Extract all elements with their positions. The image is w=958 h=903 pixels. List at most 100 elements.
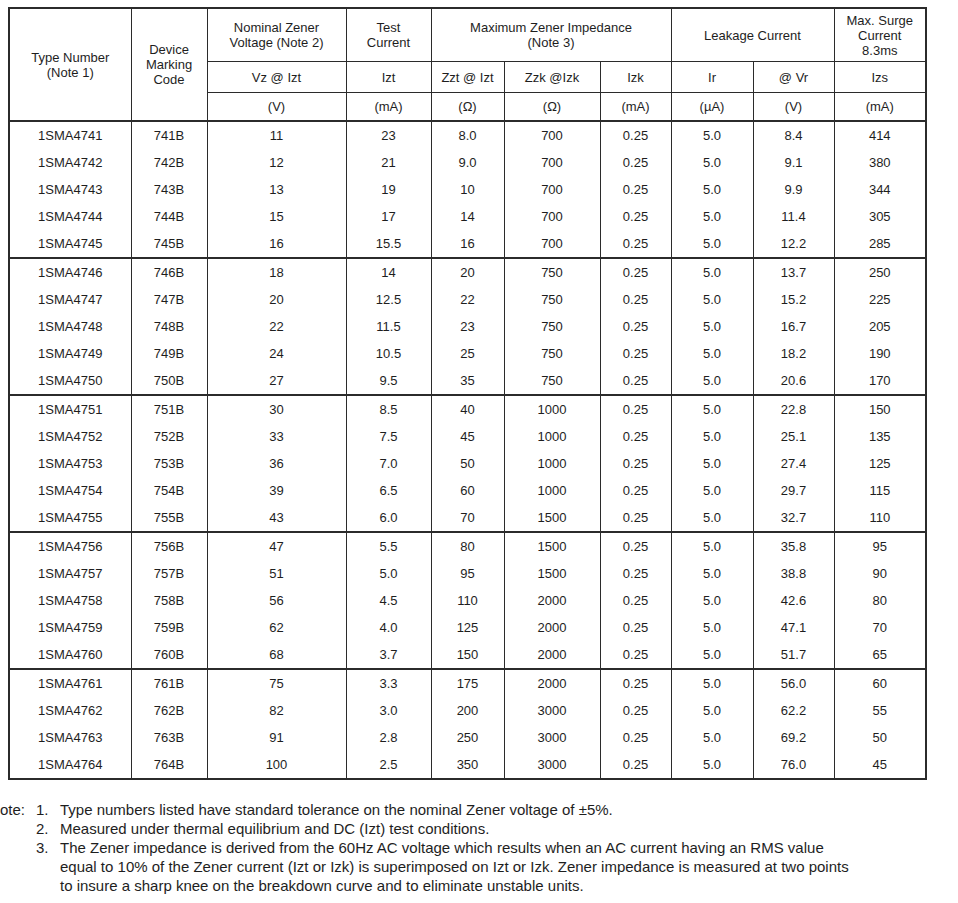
cell-ir: 5.0 — [671, 477, 753, 504]
cell-vz-at-izt: 22 — [207, 313, 346, 340]
table-row: 1SMA4755755B436.07015000.255.032.7110 — [9, 504, 926, 532]
cell-device-marking-code: 748B — [131, 313, 207, 340]
cell-izk: 0.25 — [600, 587, 671, 614]
cell-at-vr: 25.1 — [753, 423, 834, 450]
cell-zzk-at-izk: 750 — [504, 286, 600, 313]
cell-type-number: 1SMA4750 — [9, 367, 131, 395]
cell-type-number: 1SMA4756 — [9, 532, 131, 560]
cell-izt: 2.8 — [346, 724, 431, 751]
cell-izs: 225 — [834, 286, 926, 313]
unit-izk: (mA) — [600, 93, 671, 122]
cell-type-number: 1SMA4764 — [9, 751, 131, 779]
cell-zzt-at-izt: 110 — [431, 587, 504, 614]
cell-ir: 5.0 — [671, 751, 753, 779]
cell-device-marking-code: 762B — [131, 697, 207, 724]
cell-izk: 0.25 — [600, 641, 671, 669]
table-row: 1SMA4758758B564.511020000.255.042.680 — [9, 587, 926, 614]
table-row: 1SMA4754754B396.56010000.255.029.7115 — [9, 477, 926, 504]
cell-zzk-at-izk: 3000 — [504, 697, 600, 724]
cell-izs: 190 — [834, 340, 926, 367]
cell-type-number: 1SMA4753 — [9, 450, 131, 477]
cell-ir: 5.0 — [671, 395, 753, 423]
cell-vz-at-izt: 82 — [207, 697, 346, 724]
cell-ir: 5.0 — [671, 176, 753, 203]
cell-device-marking-code: 754B — [131, 477, 207, 504]
cell-vz-at-izt: 51 — [207, 560, 346, 587]
table-row: 1SMA4744744B1517147000.255.011.4305 — [9, 203, 926, 230]
cell-izs: 135 — [834, 423, 926, 450]
cell-vz-at-izt: 16 — [207, 230, 346, 258]
cell-vz-at-izt: 62 — [207, 614, 346, 641]
cell-at-vr: 56.0 — [753, 669, 834, 697]
cell-izk: 0.25 — [600, 395, 671, 423]
cell-izk: 0.25 — [600, 614, 671, 641]
cell-izt: 7.5 — [346, 423, 431, 450]
table-row: 1SMA4761761B753.317520000.255.056.060 — [9, 669, 926, 697]
cell-izk: 0.25 — [600, 149, 671, 176]
cell-ir: 5.0 — [671, 149, 753, 176]
cell-device-marking-code: 751B — [131, 395, 207, 423]
cell-zzt-at-izt: 23 — [431, 313, 504, 340]
table-row: 1SMA4747747B2012.5227500.255.015.2225 — [9, 286, 926, 313]
cell-vz-at-izt: 47 — [207, 532, 346, 560]
subheader-zzk-at-izk: Zzk @Izk — [504, 62, 600, 93]
cell-izk: 0.25 — [600, 504, 671, 532]
cell-at-vr: 51.7 — [753, 641, 834, 669]
cell-izs: 95 — [834, 532, 926, 560]
cell-device-marking-code: 752B — [131, 423, 207, 450]
cell-ir: 5.0 — [671, 641, 753, 669]
cell-ir: 5.0 — [671, 286, 753, 313]
table-row: 1SMA4759759B624.012520000.255.047.170 — [9, 614, 926, 641]
cell-type-number: 1SMA4742 — [9, 149, 131, 176]
table-row: 1SMA4743743B1319107000.255.09.9344 — [9, 176, 926, 203]
cell-ir: 5.0 — [671, 367, 753, 395]
cell-izk: 0.25 — [600, 367, 671, 395]
cell-device-marking-code: 755B — [131, 504, 207, 532]
cell-vz-at-izt: 15 — [207, 203, 346, 230]
cell-vz-at-izt: 75 — [207, 669, 346, 697]
cell-zzk-at-izk: 750 — [504, 258, 600, 286]
cell-at-vr: 12.2 — [753, 230, 834, 258]
cell-zzt-at-izt: 250 — [431, 724, 504, 751]
note-item: 2. Measured under thermal equilibrium an… — [0, 819, 958, 838]
cell-izs: 414 — [834, 121, 926, 149]
cell-at-vr: 42.6 — [753, 587, 834, 614]
cell-izt: 9.5 — [346, 367, 431, 395]
cell-izs: 205 — [834, 313, 926, 340]
cell-vz-at-izt: 100 — [207, 751, 346, 779]
cell-izk: 0.25 — [600, 697, 671, 724]
cell-izs: 125 — [834, 450, 926, 477]
header-device-marking-code: Device Marking Code — [131, 8, 207, 121]
cell-device-marking-code: 757B — [131, 560, 207, 587]
cell-zzk-at-izk: 1000 — [504, 395, 600, 423]
header-row-groups: Type Number (Note 1) Device Marking Code… — [9, 8, 926, 62]
cell-ir: 5.0 — [671, 560, 753, 587]
unit-vz: (V) — [207, 93, 346, 122]
notes-section: ote: 1. Type numbers listed have standar… — [0, 800, 958, 895]
cell-izt: 11.5 — [346, 313, 431, 340]
cell-izk: 0.25 — [600, 203, 671, 230]
cell-device-marking-code: 744B — [131, 203, 207, 230]
cell-izt: 7.0 — [346, 450, 431, 477]
cell-ir: 5.0 — [671, 230, 753, 258]
cell-at-vr: 27.4 — [753, 450, 834, 477]
note-text: Measured under thermal equilibrium and D… — [60, 819, 958, 838]
cell-izs: 150 — [834, 395, 926, 423]
cell-zzk-at-izk: 700 — [504, 230, 600, 258]
note-number: 3. — [36, 838, 60, 857]
cell-zzk-at-izk: 700 — [504, 149, 600, 176]
cell-izt: 14 — [346, 258, 431, 286]
cell-vz-at-izt: 68 — [207, 641, 346, 669]
cell-izk: 0.25 — [600, 751, 671, 779]
table-row: 1SMA4757757B515.09515000.255.038.890 — [9, 560, 926, 587]
cell-zzt-at-izt: 45 — [431, 423, 504, 450]
cell-izs: 65 — [834, 641, 926, 669]
cell-izt: 19 — [346, 176, 431, 203]
table-row: 1SMA4756756B475.58015000.255.035.895 — [9, 532, 926, 560]
cell-device-marking-code: 761B — [131, 669, 207, 697]
cell-zzk-at-izk: 750 — [504, 340, 600, 367]
cell-device-marking-code: 759B — [131, 614, 207, 641]
cell-zzt-at-izt: 9.0 — [431, 149, 504, 176]
cell-device-marking-code: 756B — [131, 532, 207, 560]
cell-vz-at-izt: 39 — [207, 477, 346, 504]
